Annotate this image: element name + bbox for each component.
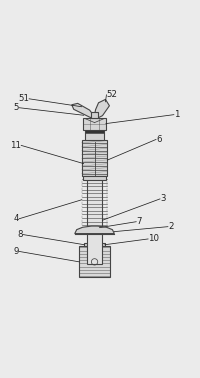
Text: 2: 2: [167, 222, 173, 231]
Text: 1: 1: [173, 110, 178, 119]
Text: 6: 6: [155, 135, 161, 144]
Text: 8: 8: [18, 230, 23, 239]
Bar: [85, 130, 103, 141]
Text: 9: 9: [14, 247, 19, 256]
Bar: [83, 118, 105, 130]
Text: 3: 3: [159, 194, 165, 203]
Text: 5: 5: [14, 103, 19, 112]
Text: 52: 52: [106, 90, 117, 99]
Text: 7: 7: [136, 217, 141, 226]
Text: 51: 51: [18, 94, 29, 103]
Polygon shape: [94, 99, 109, 118]
Polygon shape: [74, 226, 114, 234]
Bar: [79, 246, 109, 277]
Bar: [91, 112, 98, 118]
Bar: [85, 130, 103, 133]
Text: 10: 10: [147, 234, 158, 243]
Text: 4: 4: [14, 214, 19, 223]
Text: 11: 11: [10, 141, 21, 150]
Bar: [81, 141, 107, 176]
Bar: [83, 176, 105, 180]
Polygon shape: [71, 103, 93, 118]
Bar: [86, 176, 102, 264]
Bar: [84, 243, 104, 246]
